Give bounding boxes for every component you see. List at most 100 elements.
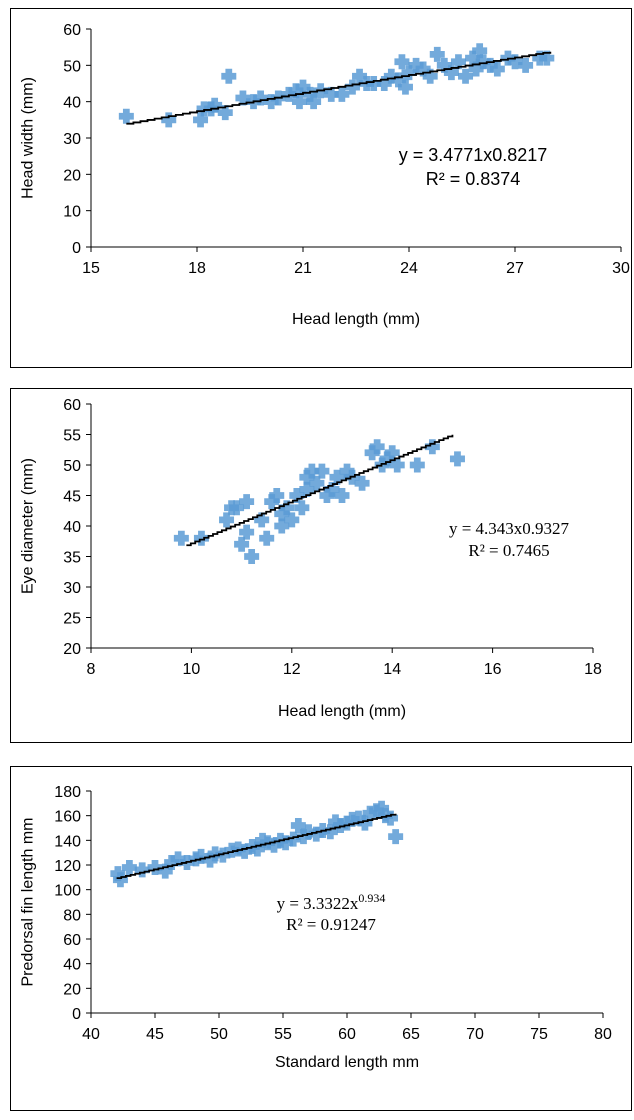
data-point bbox=[173, 530, 189, 546]
data-point bbox=[388, 829, 404, 845]
y-tick-label: 180 bbox=[54, 784, 81, 801]
data-point bbox=[539, 50, 555, 66]
data-point bbox=[170, 851, 186, 867]
data-point bbox=[518, 57, 534, 73]
chart-panel-predorsal-fin: 0 20 40 60 80 100 120 140 160 180 40 45 50 55 60 65 70 75… bbox=[10, 766, 632, 1111]
data-point bbox=[291, 94, 307, 110]
data-point bbox=[237, 843, 253, 859]
x-tick-label: 16 bbox=[484, 661, 502, 678]
x-axis-title: Head length (mm) bbox=[292, 311, 420, 328]
y-tick-label: 40 bbox=[63, 95, 81, 112]
y-tick-label: 0 bbox=[72, 240, 81, 257]
data-point bbox=[147, 859, 163, 875]
y-tick-label: 100 bbox=[54, 883, 81, 900]
x-axis-title: Standard length mm bbox=[275, 1054, 419, 1071]
data-point bbox=[235, 90, 251, 106]
y-tick-label: 45 bbox=[63, 489, 81, 506]
y-tick-label: 50 bbox=[63, 58, 81, 75]
y-tick-label: 60 bbox=[63, 22, 81, 39]
x-axis-title: Head length (mm) bbox=[278, 703, 406, 720]
data-point bbox=[354, 475, 370, 491]
data-point bbox=[289, 488, 305, 503]
y-tick-label: 140 bbox=[54, 833, 81, 850]
data-point bbox=[322, 824, 338, 840]
data-point bbox=[301, 824, 317, 840]
equation-exponent: 0.934 bbox=[358, 891, 385, 905]
data-point bbox=[219, 512, 235, 528]
data-point bbox=[239, 524, 255, 540]
trendline bbox=[116, 813, 397, 880]
x-tick-label: 10 bbox=[183, 661, 201, 678]
data-point bbox=[217, 105, 233, 121]
trendline-equation: y = 3.4771x0.8217 bbox=[399, 145, 548, 165]
y-axis-title: Head width (mm) bbox=[20, 77, 37, 199]
trendline-equation: y = 3.3322x0.934 bbox=[277, 891, 386, 913]
x-tick-label: 50 bbox=[210, 1026, 228, 1043]
data-point bbox=[299, 481, 315, 497]
y-tick-label: 20 bbox=[63, 641, 81, 658]
data-point bbox=[390, 72, 406, 88]
data-point bbox=[306, 94, 322, 110]
x-tick-label: 27 bbox=[506, 260, 524, 277]
data-point bbox=[408, 57, 424, 73]
x-tick-label: 21 bbox=[294, 260, 312, 277]
data-point bbox=[324, 481, 340, 497]
data-point bbox=[269, 488, 285, 503]
data-point bbox=[383, 68, 399, 84]
data-point bbox=[193, 112, 209, 128]
data-point bbox=[327, 814, 343, 830]
data-point bbox=[193, 530, 209, 546]
data-point bbox=[329, 469, 345, 485]
data-point bbox=[384, 445, 400, 461]
data-point bbox=[121, 859, 137, 875]
data-point bbox=[344, 79, 360, 95]
x-tick-label: 18 bbox=[188, 260, 206, 277]
y-tick-label: 55 bbox=[63, 428, 81, 445]
data-point bbox=[112, 872, 128, 888]
data-point bbox=[389, 457, 405, 473]
data-point bbox=[415, 61, 431, 77]
y-tick-label: 35 bbox=[63, 550, 81, 567]
y-tick-label: 10 bbox=[63, 204, 81, 221]
data-point bbox=[193, 848, 209, 864]
data-point bbox=[357, 815, 373, 831]
data-point bbox=[458, 68, 474, 84]
data-point bbox=[290, 818, 306, 834]
y-tick-label: 120 bbox=[54, 858, 81, 875]
scatter-chart-eye-diameter: 20 25 30 35 40 45 50 55 60 8 10 12 14 16 18 Head length… bbox=[20, 397, 602, 720]
data-point bbox=[207, 97, 223, 113]
x-tick-label: 12 bbox=[283, 661, 301, 678]
data-point bbox=[254, 512, 270, 528]
data-point bbox=[274, 518, 290, 534]
data-point bbox=[295, 79, 311, 95]
data-point bbox=[134, 862, 150, 878]
data-point bbox=[401, 65, 417, 81]
data-point bbox=[253, 90, 269, 106]
data-point bbox=[376, 76, 392, 91]
trendline-equation: y = 4.343x0.9327 bbox=[449, 519, 570, 538]
data-point bbox=[288, 83, 304, 99]
x-tick-label: 40 bbox=[82, 1026, 100, 1043]
data-point bbox=[379, 451, 395, 467]
data-point bbox=[284, 512, 300, 528]
y-tick-label: 30 bbox=[63, 131, 81, 148]
data-point bbox=[323, 86, 339, 102]
data-point bbox=[449, 451, 465, 467]
data-point bbox=[397, 79, 413, 95]
data-point bbox=[285, 831, 301, 847]
x-tick-label: 14 bbox=[383, 661, 401, 678]
data-point bbox=[274, 506, 290, 522]
data-point bbox=[482, 57, 498, 73]
data-point bbox=[294, 500, 310, 516]
data-point bbox=[364, 445, 380, 461]
data-point bbox=[266, 837, 282, 853]
data-point bbox=[309, 475, 325, 491]
data-point bbox=[207, 846, 223, 862]
x-tick-label: 8 bbox=[87, 661, 96, 678]
data-point bbox=[351, 810, 367, 826]
y-axis-title: Eye diameter (mm) bbox=[20, 458, 37, 594]
r-squared-label: R² = 0.7465 bbox=[468, 541, 549, 560]
y-axis-title: Predorsal fin length mm bbox=[20, 818, 37, 987]
data-point bbox=[157, 863, 173, 879]
data-point bbox=[369, 439, 385, 455]
